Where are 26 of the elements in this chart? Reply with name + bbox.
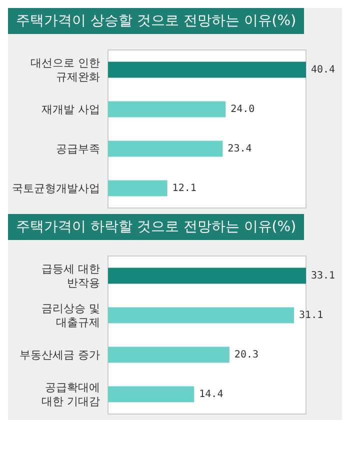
bar — [108, 346, 230, 363]
data-label: 14.4 — [199, 388, 224, 400]
bar — [108, 307, 294, 324]
data-label: 40.4 — [311, 64, 336, 76]
bar — [108, 268, 306, 284]
data-label: 20.3 — [234, 349, 259, 360]
bar — [108, 62, 306, 78]
chart-title: 주택가격이 하락할 것으로 전망하는 이유(%) — [16, 219, 296, 235]
data-label: 12.1 — [172, 182, 196, 194]
y-tick-label: 국토균형개발사업 — [12, 182, 100, 195]
bar — [108, 101, 226, 118]
data-label: 31.1 — [299, 310, 324, 321]
y-tick-label: 부동산세금 증가 — [20, 348, 100, 362]
data-label: 24.0 — [230, 104, 255, 115]
data-label: 23.4 — [228, 143, 252, 154]
y-tick-label: 공급확대에 대한 기대감 — [42, 380, 100, 408]
bar — [108, 140, 223, 157]
y-tick-label: 급등세 대한 반작용 — [42, 262, 100, 290]
bar — [108, 180, 168, 196]
y-tick-label: 대선으로 인한 규제완화 — [30, 56, 100, 84]
bar — [108, 386, 194, 402]
y-tick-label: 금리상승 및 대출규제 — [42, 302, 100, 329]
y-tick-label: 공급부족 — [56, 142, 100, 156]
chart-title: 주택가격이 상승할 것으로 전망하는 이유(%) — [16, 13, 296, 29]
data-label: 33.1 — [311, 270, 336, 282]
y-tick-label: 재개발 사업 — [42, 102, 100, 116]
